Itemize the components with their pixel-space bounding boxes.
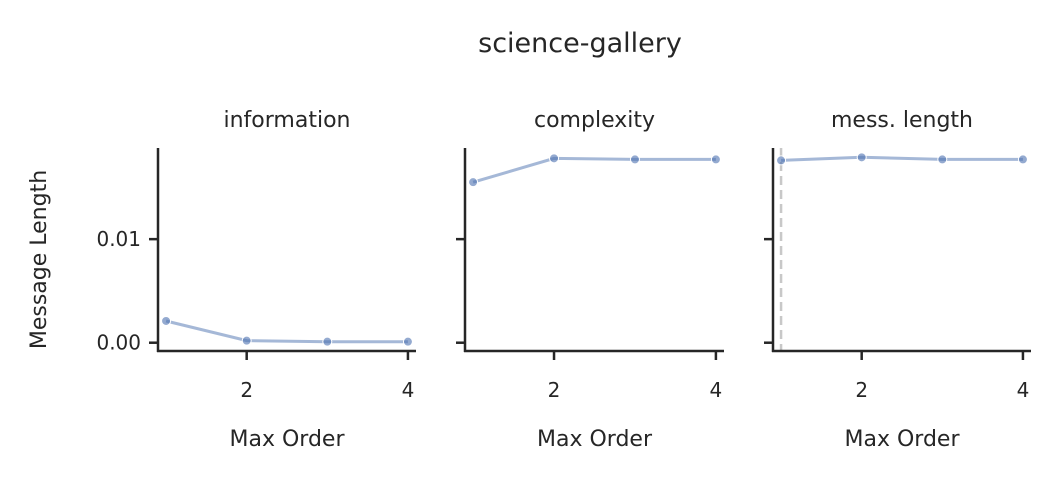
y-tick-label: 0.00 [96,331,141,355]
data-point [1017,154,1028,165]
panel-2: complexity 2 4 Max Order [456,108,724,452]
x-axis-label: Max Order [537,427,653,452]
x-tick-label: 2 [855,378,868,402]
panels: information 2 4 0.00 0.01 Max Order Message Le… [27,108,1031,452]
data-point [776,155,787,166]
data-point [161,315,172,326]
panel-1: information 2 4 0.00 0.01 Max Order Message Le… [27,108,416,452]
data-point [629,154,640,165]
series-line [472,156,716,184]
series-line [165,319,408,344]
data-point [856,152,867,163]
panel-3: mess. length 2 4 Max Order [764,108,1031,452]
y-tick-label: 0.01 [96,227,141,251]
x-axis-label: Max Order [230,427,346,452]
x-axis-label: Max Order [845,427,961,452]
panel-title: mess. length [831,108,973,133]
data-point [241,335,252,346]
series-line [781,155,1023,162]
x-tick-label: 2 [548,378,561,402]
figure-title: science-gallery [478,28,682,59]
x-tick-label: 4 [1017,378,1030,402]
x-tick-label: 2 [240,378,253,402]
data-point [402,336,413,347]
data-point [468,177,479,188]
data-point [710,154,721,165]
data-point [937,154,948,165]
panel-title: complexity [534,108,655,133]
x-tick-label: 4 [402,378,415,402]
data-point [549,153,560,164]
data-point [322,336,333,347]
x-tick-label: 4 [710,378,723,402]
y-axis-label: Message Length [27,170,52,349]
panel-title: information [224,108,351,133]
